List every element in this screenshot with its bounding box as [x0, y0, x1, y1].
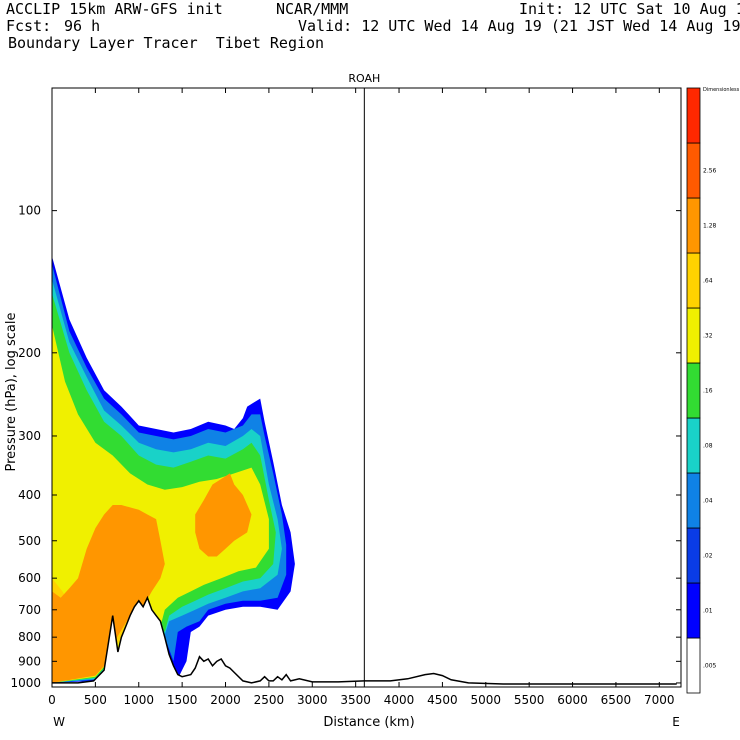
- x-end-label-west: W: [53, 715, 65, 729]
- colorbar-segment: [686, 197, 701, 254]
- y-axis-title: Pressure (hPa), log scale: [4, 313, 19, 472]
- header-init: Init: 12 UTC Sat 10 Aug 19: [519, 0, 740, 18]
- x-tick-label: 2000: [210, 693, 241, 707]
- colorbar-level-label: 1.28: [703, 223, 717, 230]
- x-tick-label: 4500: [427, 693, 458, 707]
- colorbar-segment: [686, 142, 701, 199]
- x-tick-label: 7000: [644, 693, 675, 707]
- y-tick-label: 600: [18, 571, 41, 585]
- colorbar-segment: [686, 582, 701, 639]
- colorbar-segment: [686, 417, 701, 474]
- x-axis-title: Distance (km): [323, 715, 414, 730]
- tracer-band-7: [195, 473, 252, 557]
- header-field: Boundary Layer Tracer Tibet Region: [8, 34, 325, 52]
- terrain-mask: [52, 597, 677, 687]
- colorbar-segment: [686, 527, 701, 584]
- x-tick-label: 5500: [514, 693, 545, 707]
- y-axis-ticks: 100 200 300 400 500 600 700 800 900 1000: [10, 204, 681, 690]
- colorbar-level-label: .005: [703, 663, 717, 670]
- x-tick-label: 6500: [601, 693, 632, 707]
- colorbar-level-label: .32: [703, 333, 713, 340]
- header-valid: Valid: 12 UTC Wed 14 Aug 19 (21 JST Wed …: [298, 17, 740, 35]
- tracer-bands: [52, 256, 295, 683]
- header-fcst-label: Fcst:: [6, 17, 52, 35]
- header-fcst-value: 96 h: [64, 17, 101, 35]
- y-tick-label: 500: [18, 534, 41, 548]
- x-axis-ticks: 0 500 1000 1500 2000 2500 3000 3500 4000 4500 5000…: [48, 88, 675, 707]
- tracer-band-6: [52, 505, 165, 683]
- y-tick-label: 700: [18, 603, 41, 617]
- colorbar-segment: [686, 252, 701, 309]
- x-tick-label: 0: [48, 693, 56, 707]
- y-tick-label: 400: [18, 488, 41, 502]
- x-tick-label: 4000: [384, 693, 415, 707]
- x-tick-label: 500: [84, 693, 107, 707]
- y-tick-label: 100: [18, 204, 41, 218]
- x-tick-label: 6000: [557, 693, 588, 707]
- colorbar-level-label: Dimensionless: [703, 87, 740, 93]
- x-tick-label: 5000: [471, 693, 502, 707]
- x-end-label-east: E: [672, 715, 680, 729]
- x-tick-label: 1000: [123, 693, 154, 707]
- x-tick-label: 3500: [340, 693, 371, 707]
- header-model: ACCLIP 15km ARW-GFS init: [6, 0, 223, 18]
- colorbar: .005 .01 .02 .04 .08 .16 .32 .64 1.28 2.56 Dimensi…: [686, 87, 740, 694]
- y-tick-label: 200: [18, 346, 41, 360]
- terrain-line: [52, 595, 677, 685]
- x-tick-label: 3000: [297, 693, 328, 707]
- y-tick-label: 300: [18, 429, 41, 443]
- colorbar-level-label: .64: [703, 278, 713, 285]
- y-tick-label: 1000: [10, 676, 41, 690]
- colorbar-level-label: .08: [703, 443, 713, 450]
- x-tick-label: 2500: [254, 693, 285, 707]
- colorbar-segment: [686, 637, 701, 694]
- header-org: NCAR/MMM: [276, 0, 349, 18]
- plot-frame: [51, 87, 682, 688]
- colorbar-level-label: .02: [703, 553, 713, 560]
- colorbar-level-label: .01: [703, 608, 713, 615]
- colorbar-level-label: .04: [703, 498, 713, 505]
- y-tick-label: 800: [18, 630, 41, 644]
- colorbar-level-label: 2.56: [703, 168, 717, 175]
- colorbar-segment: [686, 362, 701, 419]
- colorbar-level-label: .16: [703, 388, 713, 395]
- colorbar-segment: [686, 472, 701, 529]
- location-marker-label: ROAH: [348, 72, 380, 85]
- colorbar-segment: [686, 87, 701, 144]
- y-tick-label: 900: [18, 654, 41, 668]
- colorbar-segment: [686, 307, 701, 364]
- x-tick-label: 1500: [167, 693, 198, 707]
